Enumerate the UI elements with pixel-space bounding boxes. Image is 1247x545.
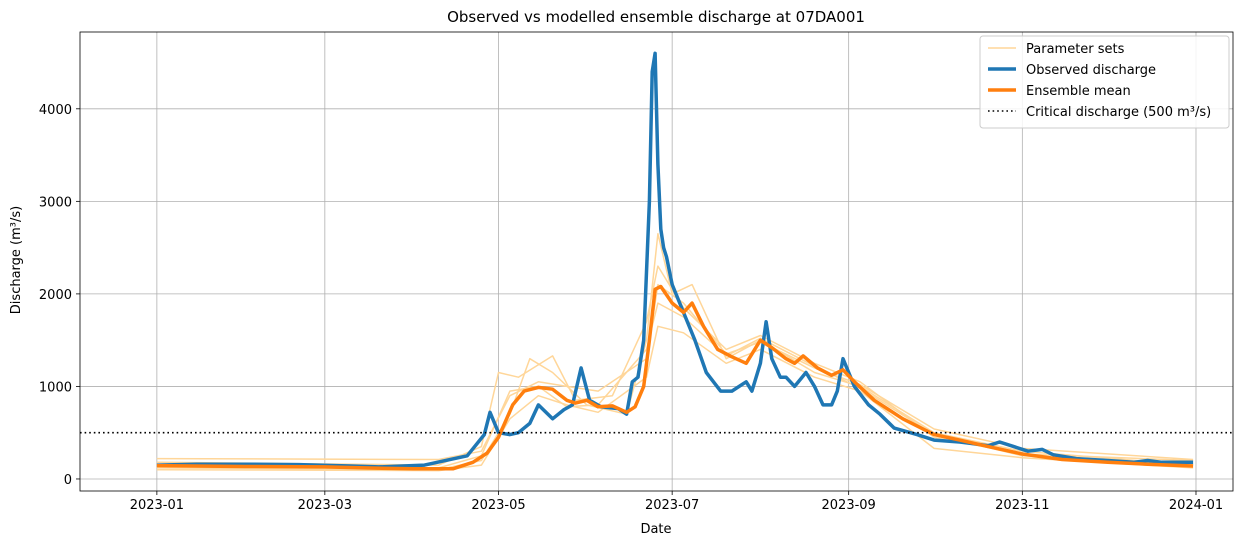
legend-box — [979, 35, 1230, 129]
series-layer — [80, 51, 1233, 472]
x-axis-label: Date — [640, 522, 671, 537]
legend-observed-discharge-label: Observed discharge — [1026, 63, 1156, 78]
y-tick-label: 2000 — [39, 288, 72, 303]
x-tick-label: 2024-01 — [1169, 498, 1223, 513]
legend-ensemble-mean-label: Ensemble mean — [1026, 84, 1131, 99]
y-axis-label: Discharge (m³/s) — [9, 206, 24, 314]
y-tick-label: 1000 — [39, 380, 72, 395]
x-tick-label: 2023-07 — [645, 498, 699, 513]
x-tick-label: 2023-05 — [471, 498, 525, 513]
x-tick-label: 2023-03 — [298, 498, 352, 513]
x-axis-ticks: 2023-01 2023-03 2023-05 2023-07 2023-09 2023-… — [130, 491, 1223, 513]
plot-frame — [79, 31, 1234, 492]
chart-title: Observed vs modelled ensemble discharge … — [447, 8, 865, 26]
legend-parameter-sets-label: Parameter sets — [1026, 42, 1125, 57]
legend: Parameter sets Observed discharge Ensemble… — [979, 35, 1230, 129]
x-tick-label: 2023-01 — [130, 498, 184, 513]
y-tick-label: 4000 — [39, 103, 72, 118]
parameter-set-line-2 — [156, 265, 1194, 466]
parameter-set-line-5 — [156, 302, 1194, 469]
ensemble-mean-line — [156, 284, 1194, 471]
y-tick-label: 0 — [64, 473, 72, 488]
y-axis-ticks: 0 1000 2000 3000 4000 — [39, 103, 80, 488]
x-tick-label: 2023-11 — [995, 498, 1049, 513]
legend-critical-discharge-label: Critical discharge (500 m³/s) — [1026, 105, 1211, 120]
y-tick-label: 3000 — [39, 195, 72, 210]
x-tick-label: 2023-09 — [822, 498, 876, 513]
